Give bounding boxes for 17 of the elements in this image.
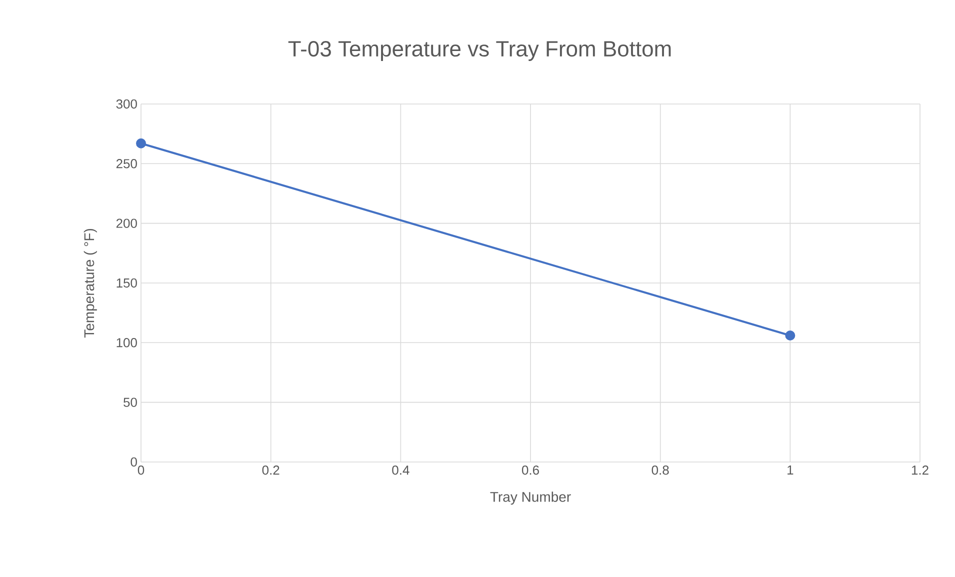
y-tick-label: 150: [116, 278, 137, 288]
y-tick-label: 50: [124, 398, 137, 407]
x-tick-label: 0.2: [262, 466, 280, 475]
x-tick-label: 1: [788, 466, 794, 474]
y-tick-label: 300: [116, 99, 137, 109]
chart-title: T-03 Temperature vs Tray From Bottom: [288, 41, 671, 61]
y-tick-label: 100: [116, 338, 137, 348]
x-tick-label: 0.4: [392, 466, 410, 475]
x-tick-label: 0.6: [522, 466, 539, 475]
y-tick-label: 0: [130, 457, 137, 467]
x-tick-label: 1.2: [912, 466, 928, 475]
x-axis-title: Tray Number: [490, 492, 571, 505]
y-axis-title: Temperature ( °F): [84, 228, 97, 338]
y-tick-label: 250: [116, 159, 137, 168]
x-tick-label: 0.8: [652, 466, 669, 475]
x-tick-label: 0: [138, 466, 144, 475]
y-tick-label: 200: [116, 218, 137, 228]
